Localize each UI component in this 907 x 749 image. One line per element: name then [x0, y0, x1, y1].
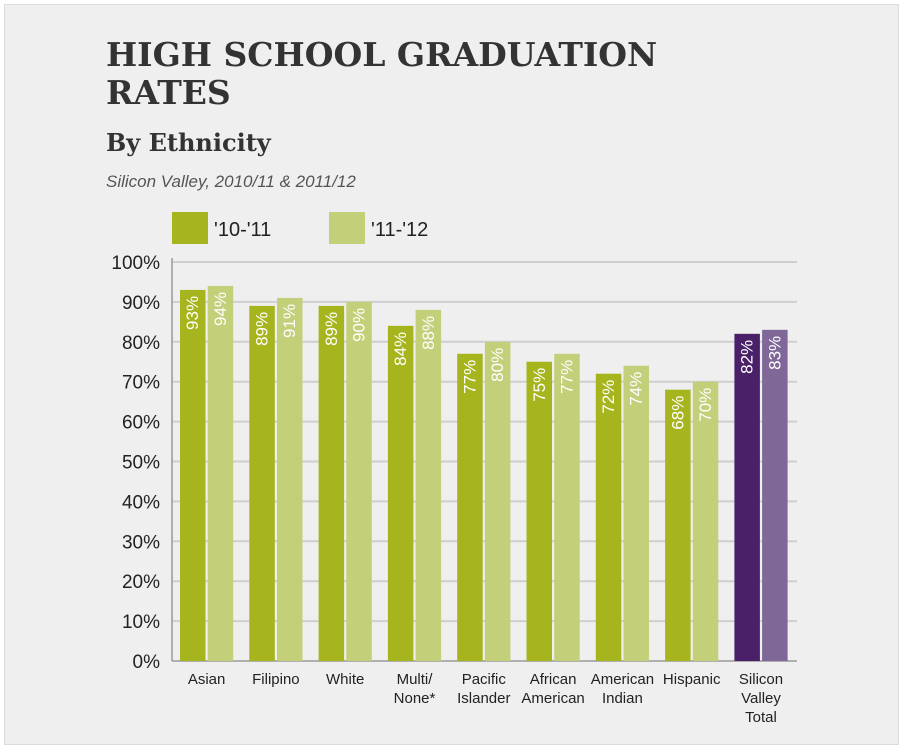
bar: [762, 329, 788, 661]
x-tick-label: African American: [521, 671, 584, 707]
bar-value-label: 74%: [627, 372, 646, 406]
legend-swatch: [329, 212, 365, 244]
bar-value-label: 90%: [350, 308, 369, 342]
bar-value-label: 89%: [253, 312, 272, 346]
bar-value-label: 93%: [183, 296, 202, 330]
x-tick-label-line: African: [530, 671, 577, 688]
bar: [484, 341, 511, 661]
x-tick-label: Asian: [188, 671, 226, 688]
x-tick-label-line: American: [521, 690, 584, 707]
y-tick-label: 80%: [122, 333, 160, 354]
bar: [346, 301, 372, 661]
x-tick-label-line: Valley: [741, 690, 781, 707]
bar: [207, 285, 234, 661]
y-tick-label: 40%: [122, 492, 160, 513]
bar-value-label: 70%: [696, 388, 715, 422]
chart-title: HIGH SCHOOL GRADUATION RATES: [106, 35, 658, 112]
bar: [692, 381, 719, 661]
x-tick-label-line: Hispanic: [663, 671, 721, 688]
legend-swatch: [172, 212, 208, 244]
bar: [457, 353, 483, 661]
x-tick-label-line: Multi/: [397, 671, 434, 688]
bar-value-label: 77%: [460, 360, 479, 394]
y-tick-label: 0%: [133, 652, 161, 673]
bar-value-label: 80%: [488, 348, 507, 382]
bar: [554, 353, 580, 661]
x-tick-label-line: Indian: [602, 690, 643, 707]
x-tick-label: Pacific Islander: [457, 671, 510, 707]
legend-label: '11-'12: [371, 219, 428, 241]
x-tick-label: Silicon Valley Total: [739, 671, 783, 726]
chart-caption: Silicon Valley, 2010/11 & 2011/12: [106, 172, 356, 191]
y-tick-label: 60%: [122, 413, 160, 434]
bar: [623, 365, 649, 661]
bar: [180, 289, 206, 661]
bar: [665, 389, 691, 661]
bar-value-label: 82%: [738, 340, 757, 374]
bar-value-label: 84%: [391, 332, 410, 366]
x-tick-label: Filipino: [252, 671, 300, 688]
bar-value-label: 94%: [211, 292, 230, 326]
y-tick-label: 30%: [122, 532, 160, 553]
x-tick-label: Hispanic: [663, 671, 721, 688]
bar-value-label: 83%: [765, 336, 784, 370]
x-tick-label-line: None*: [394, 690, 436, 707]
x-tick-label-line: White: [326, 671, 364, 688]
bar: [318, 305, 345, 661]
bar: [415, 309, 442, 661]
y-tick-label: 50%: [122, 453, 160, 474]
x-tick-label: American Indian: [591, 671, 654, 707]
y-tick-label: 20%: [122, 572, 160, 593]
x-tick-label: White: [326, 671, 364, 688]
bar-value-label: 88%: [419, 316, 438, 350]
x-tick-label-line: Islander: [457, 690, 510, 707]
y-tick-label: 70%: [122, 373, 160, 394]
x-tick-label-line: Pacific: [462, 671, 507, 688]
bar: [595, 373, 622, 661]
bar-value-label: 68%: [668, 396, 687, 430]
x-tick-label-line: Asian: [188, 671, 226, 688]
y-tick-label: 100%: [111, 253, 160, 274]
bar-value-label: 89%: [322, 312, 341, 346]
y-tick-label: 90%: [122, 293, 160, 314]
bar: [249, 305, 275, 661]
chart-subtitle: By Ethnicity: [106, 128, 271, 157]
x-tick-label: Multi/None*: [394, 671, 436, 707]
bar: [734, 333, 760, 661]
bar: [526, 361, 552, 661]
x-tick-label-line: Silicon: [739, 671, 783, 688]
x-tick-label-line: Total: [745, 709, 777, 726]
bar: [277, 297, 303, 661]
bar-value-label: 91%: [280, 304, 299, 338]
x-tick-label-line: American: [591, 671, 654, 688]
bar-value-label: 75%: [530, 368, 549, 402]
x-tick-label-line: Filipino: [252, 671, 300, 688]
y-tick-label: 10%: [122, 612, 160, 633]
bar: [387, 325, 414, 661]
bar-value-label: 72%: [599, 380, 618, 414]
bar-value-label: 77%: [557, 360, 576, 394]
legend-label: '10-'11: [214, 219, 271, 241]
